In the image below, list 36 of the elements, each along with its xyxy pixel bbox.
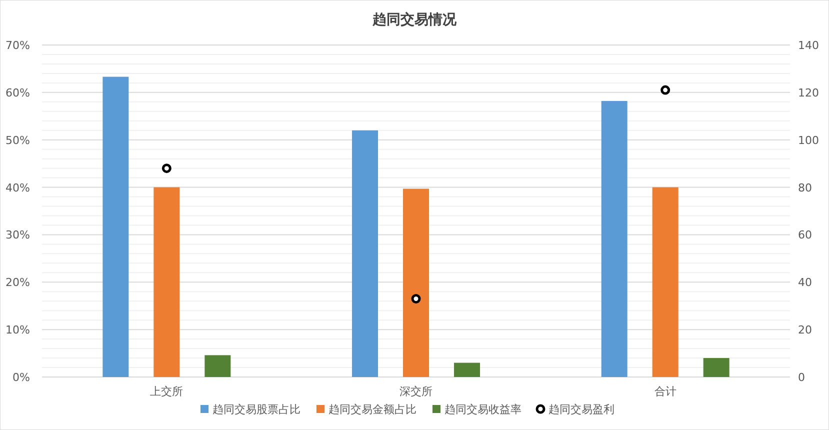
y-tick-label: 20% (6, 276, 30, 290)
y2-tick-label: 80 (798, 181, 812, 194)
y2-tick-label: 140 (798, 39, 819, 52)
chart-title: 趋同交易情况 (372, 11, 458, 28)
y-tick-label: 70% (6, 39, 30, 52)
x-tick-label: 合计 (654, 385, 676, 398)
legend-label: 趋同交易金额占比 (328, 403, 416, 416)
bar (454, 362, 480, 377)
y2-tick-label: 40 (798, 276, 812, 290)
legend-label: 趋同交易股票占比 (212, 403, 300, 416)
y-tick-label: 50% (6, 134, 30, 147)
y-tick-label: 60% (6, 86, 30, 100)
y2-tick-label: 0 (798, 371, 805, 384)
y2-tick-label: 120 (798, 86, 819, 100)
x-tick-label: 上交所 (150, 385, 184, 398)
bar (154, 187, 180, 377)
legend-label: 趋同交易收益率 (444, 403, 522, 416)
legend-label: 趋同交易盈利 (548, 403, 614, 416)
y2-tick-label: 100 (798, 134, 819, 147)
x-tick-label: 深交所 (400, 385, 432, 398)
y2-tick-label: 60 (798, 228, 812, 242)
bar (352, 130, 378, 377)
bar (102, 76, 129, 377)
y-tick-label: 40% (6, 181, 30, 194)
bar (403, 188, 429, 377)
y-tick-label: 0% (12, 371, 30, 384)
bar (601, 100, 628, 377)
y-tick-label: 30% (6, 228, 30, 242)
point (660, 85, 670, 95)
point (411, 294, 421, 304)
y-tick-label: 10% (6, 324, 30, 337)
bar (204, 355, 231, 377)
bar (652, 187, 678, 377)
bar (703, 358, 730, 377)
y2-tick-label: 20 (798, 324, 812, 337)
point (162, 164, 172, 174)
